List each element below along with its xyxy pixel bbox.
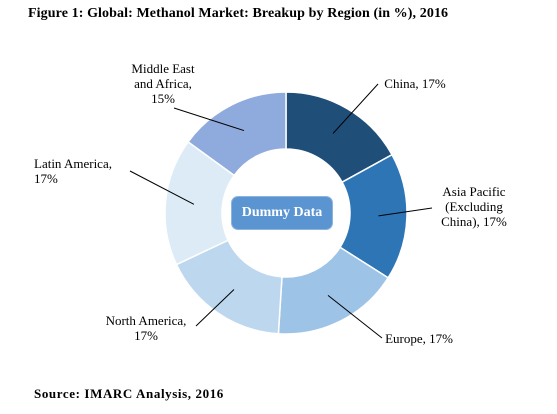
source-note: Source: IMARC Analysis, 2016 [34, 386, 224, 401]
slice-middle-east-africa [187, 91, 287, 177]
leader-line-europe [327, 295, 383, 339]
slice-label-asia-pacific: Asia Pacific (Excluding China), 17% [441, 184, 507, 229]
slice-label-middle-east-africa: Middle East and Africa, 15% [131, 61, 195, 106]
leader-line-asia-pacific [378, 207, 433, 217]
dummy-data-badge: Dummy Data [232, 197, 332, 229]
leader-line-north-america [195, 289, 235, 327]
leader-line-latin-america [129, 170, 195, 205]
leader-line-middle-east-africa [173, 107, 245, 132]
slice-label-china: China, 17% [384, 76, 446, 91]
leader-line-china [332, 83, 379, 134]
slice-label-north-america: North America, 17% [105, 313, 187, 343]
slice-label-latin-america: Latin America, 17% [34, 156, 112, 186]
slice-label-europe: Europe, 17% [385, 331, 453, 346]
chart-title: Figure 1: Global: Methanol Market: Break… [28, 6, 449, 21]
